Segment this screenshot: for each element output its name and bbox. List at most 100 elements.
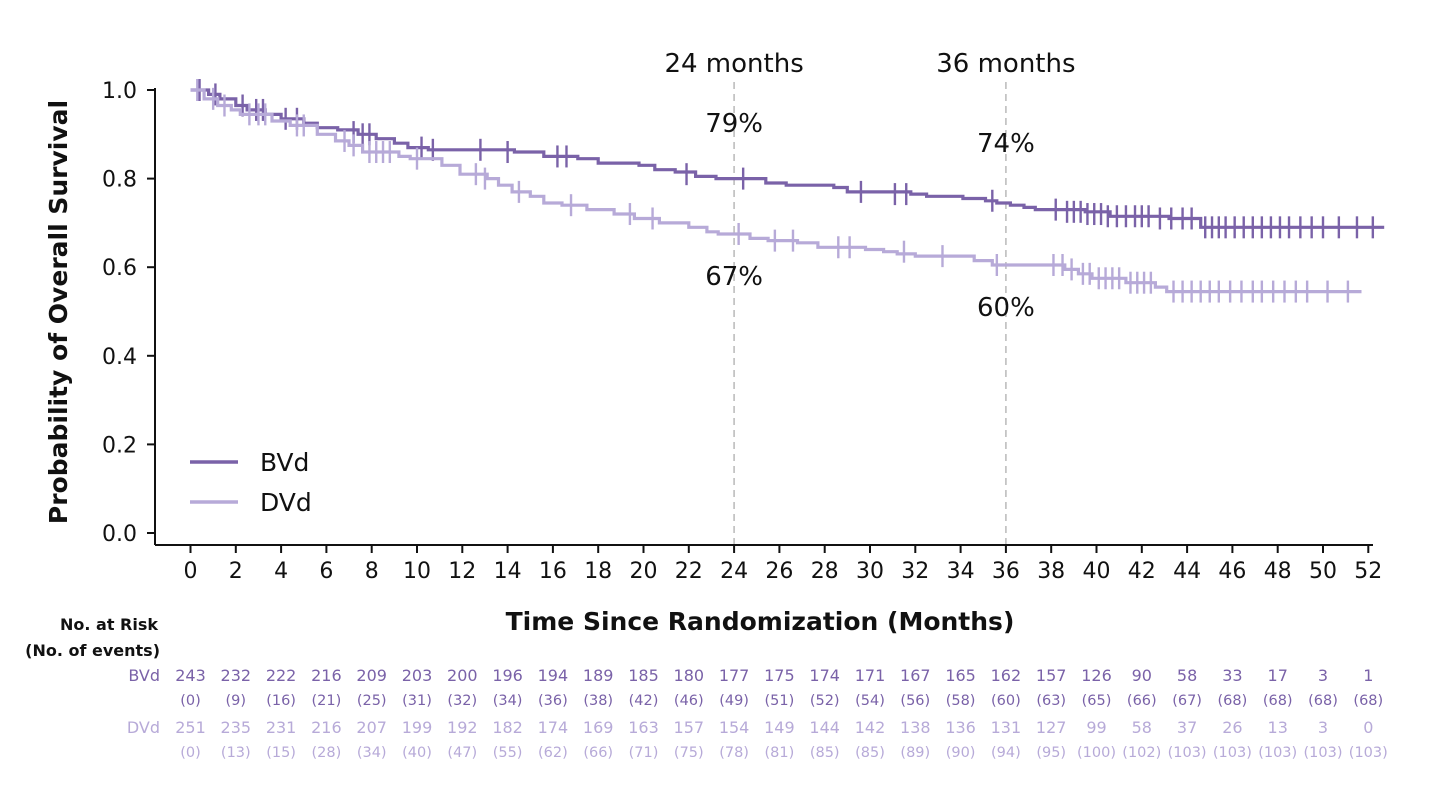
- x-tick-label: 22: [675, 559, 703, 584]
- risk-at-risk-value: 189: [583, 666, 614, 685]
- risk-events-value: (16): [266, 693, 296, 709]
- risk-events-value: (15): [266, 745, 296, 761]
- x-tick-label: 4: [274, 559, 288, 584]
- risk-at-risk-value: 13: [1268, 718, 1288, 737]
- risk-events-value: (85): [855, 745, 885, 761]
- risk-at-risk-value: 90: [1132, 666, 1152, 685]
- risk-table-header: No. at Risk: [60, 615, 158, 634]
- y-axis-title: Probability of Overall Survival: [44, 100, 73, 524]
- risk-events-value: (81): [765, 745, 795, 761]
- risk-events-value: (51): [765, 693, 795, 709]
- risk-events-value: (103): [1213, 745, 1252, 761]
- risk-events-value: (75): [674, 745, 704, 761]
- risk-at-risk-value: 192: [447, 718, 478, 737]
- x-tick-label: 46: [1218, 559, 1246, 584]
- x-tick-label: 24: [720, 559, 748, 584]
- risk-at-risk-value: 142: [855, 718, 886, 737]
- risk-events-value: (25): [357, 693, 387, 709]
- x-tick-label: 20: [630, 559, 658, 584]
- risk-at-risk-value: 149: [764, 718, 795, 737]
- risk-events-value: (66): [1127, 693, 1157, 709]
- risk-events-value: (62): [538, 745, 568, 761]
- x-tick-label: 52: [1354, 559, 1382, 584]
- risk-at-risk-value: 131: [991, 718, 1022, 737]
- risk-events-value: (71): [629, 745, 659, 761]
- risk-at-risk-value: 165: [945, 666, 976, 685]
- risk-at-risk-value: 1: [1363, 666, 1373, 685]
- risk-events-value: (9): [226, 693, 247, 709]
- risk-events-value: (63): [1036, 693, 1066, 709]
- risk-at-risk-value: 163: [628, 718, 659, 737]
- x-tick-label: 0: [184, 559, 198, 584]
- risk-at-risk-value: 99: [1086, 718, 1106, 737]
- risk-row-label-dvd: DVd: [127, 718, 160, 737]
- risk-events-value: (95): [1036, 745, 1066, 761]
- x-tick-label: 40: [1083, 559, 1111, 584]
- risk-at-risk-value: 174: [809, 666, 840, 685]
- risk-at-risk-value: 177: [719, 666, 750, 685]
- risk-events-value: (103): [1304, 745, 1343, 761]
- x-tick-label: 6: [319, 559, 333, 584]
- risk-events-value: (103): [1258, 745, 1297, 761]
- risk-events-value: (40): [402, 745, 432, 761]
- risk-at-risk-value: 182: [492, 718, 523, 737]
- risk-at-risk-value: 207: [356, 718, 387, 737]
- risk-at-risk-value: 251: [175, 718, 206, 737]
- y-tick-label: 0.6: [102, 256, 137, 281]
- risk-events-value: (56): [900, 693, 930, 709]
- risk-events-value: (102): [1122, 745, 1161, 761]
- risk-at-risk-value: 180: [674, 666, 705, 685]
- y-tick-label: 0.2: [102, 433, 137, 458]
- x-tick-label: 2: [229, 559, 243, 584]
- risk-at-risk-value: 26: [1222, 718, 1242, 737]
- risk-events-value: (85): [810, 745, 840, 761]
- risk-at-risk-value: 3: [1318, 718, 1328, 737]
- risk-at-risk-value: 3: [1318, 666, 1328, 685]
- risk-at-risk-value: 174: [538, 718, 569, 737]
- risk-events-value: (78): [719, 745, 749, 761]
- risk-at-risk-value: 216: [311, 718, 342, 737]
- risk-events-value: (42): [629, 693, 659, 709]
- risk-events-value: (66): [583, 745, 613, 761]
- risk-events-value: (100): [1077, 745, 1116, 761]
- x-axis-title: Time Since Randomization (Months): [506, 607, 1015, 636]
- risk-events-value: (94): [991, 745, 1021, 761]
- y-tick-label: 1.0: [102, 79, 137, 104]
- risk-at-risk-value: 235: [221, 718, 252, 737]
- risk-at-risk-value: 17: [1268, 666, 1288, 685]
- risk-at-risk-value: 232: [221, 666, 252, 685]
- y-tick-label: 0.0: [102, 522, 137, 547]
- x-tick-label: 26: [765, 559, 793, 584]
- risk-at-risk-value: 196: [492, 666, 523, 685]
- y-tick-label: 0.8: [102, 168, 137, 193]
- x-tick-label: 30: [856, 559, 884, 584]
- risk-row-label-bvd: BVd: [128, 666, 160, 685]
- legend-label-dvd: DVd: [260, 488, 312, 517]
- risk-events-value: (52): [810, 693, 840, 709]
- risk-at-risk-value: 58: [1132, 718, 1152, 737]
- risk-events-value: (54): [855, 693, 885, 709]
- risk-events-value: (46): [674, 693, 704, 709]
- risk-at-risk-value: 162: [991, 666, 1022, 685]
- risk-events-value: (13): [221, 745, 251, 761]
- y-tick-label: 0.4: [102, 345, 137, 370]
- risk-events-value: (36): [538, 693, 568, 709]
- risk-events-value: (90): [946, 745, 976, 761]
- risk-events-value: (31): [402, 693, 432, 709]
- x-tick-label: 14: [494, 559, 522, 584]
- risk-events-value: (103): [1168, 745, 1207, 761]
- risk-at-risk-value: 200: [447, 666, 478, 685]
- reference-line-label-24: 24 months: [664, 49, 803, 79]
- risk-at-risk-value: 0: [1363, 718, 1373, 737]
- risk-events-value: (68): [1263, 693, 1293, 709]
- risk-at-risk-value: 231: [266, 718, 297, 737]
- x-tick-label: 18: [584, 559, 612, 584]
- risk-events-value: (68): [1353, 693, 1383, 709]
- risk-at-risk-value: 216: [311, 666, 342, 685]
- risk-at-risk-value: 167: [900, 666, 931, 685]
- risk-events-value: (0): [180, 693, 201, 709]
- risk-events-value: (0): [180, 745, 201, 761]
- x-tick-label: 28: [811, 559, 839, 584]
- x-tick-label: 32: [901, 559, 929, 584]
